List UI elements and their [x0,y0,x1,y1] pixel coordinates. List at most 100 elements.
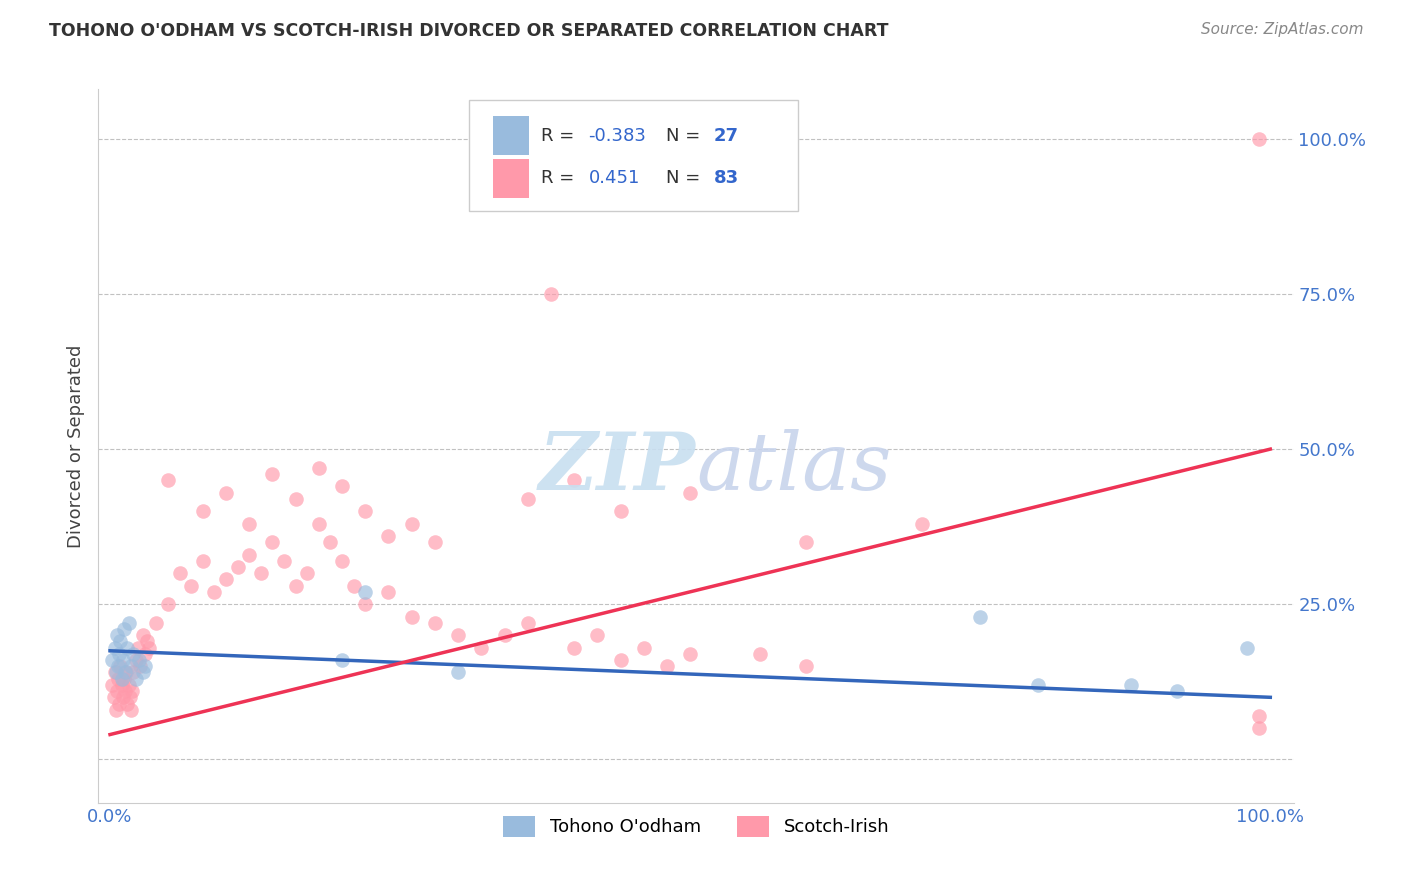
Point [308,516,330,531]
Point [447,665,470,680]
Point [112,622,135,636]
Point [127,640,149,655]
Point [343,579,366,593]
Point [319,535,342,549]
Point [122,665,145,680]
Point [679,485,702,500]
Point [114,684,136,698]
Point [1247,132,1270,146]
Point [1026,678,1049,692]
Point [516,615,538,630]
Point [447,628,470,642]
Point [115,665,138,680]
Point [609,653,631,667]
Point [104,665,127,680]
Point [107,672,129,686]
Text: ZIP: ZIP [538,429,696,506]
Point [118,690,141,705]
Point [911,516,934,531]
Text: atlas: atlas [696,429,891,506]
Point [104,665,127,680]
Y-axis label: Divorced or Separated: Divorced or Separated [66,344,84,548]
Point [124,653,146,667]
Text: TOHONO O'ODHAM VS SCOTCH-IRISH DIVORCED OR SEPARATED CORRELATION CHART: TOHONO O'ODHAM VS SCOTCH-IRISH DIVORCED … [49,22,889,40]
Point [110,659,132,673]
Point [101,653,124,667]
Point [377,529,399,543]
Point [250,566,273,581]
Point [121,684,143,698]
Text: 83: 83 [714,169,740,187]
Point [273,554,295,568]
Point [120,659,142,673]
Point [423,535,446,549]
Point [238,516,260,531]
FancyBboxPatch shape [494,159,529,198]
Point [103,690,125,705]
Point [330,653,353,667]
Point [679,647,702,661]
Point [131,665,153,680]
Point [633,640,655,655]
Legend: Tohono O'odham, Scotch-Irish: Tohono O'odham, Scotch-Irish [495,808,897,844]
Text: Source: ZipAtlas.com: Source: ZipAtlas.com [1201,22,1364,37]
Point [354,597,377,611]
Point [105,628,128,642]
Point [111,672,134,686]
Point [470,640,492,655]
Point [108,647,131,661]
Point [655,659,678,673]
Point [330,479,353,493]
FancyBboxPatch shape [494,116,529,155]
Point [117,615,139,630]
Point [284,491,307,506]
Point [562,473,585,487]
Text: 27: 27 [714,127,740,145]
Point [297,566,319,581]
Point [112,672,135,686]
Point [117,697,139,711]
Point [494,628,516,642]
Point [204,584,226,599]
Point [401,516,423,531]
Point [226,560,249,574]
Point [1236,640,1258,655]
Point [377,584,399,599]
Point [794,535,817,549]
Point [238,548,260,562]
Point [354,504,377,518]
Point [586,628,609,642]
Point [1247,709,1270,723]
Point [108,697,131,711]
Point [215,485,238,500]
Point [516,491,538,506]
Point [111,678,134,692]
Text: N =: N = [666,169,706,187]
Point [111,690,134,705]
Point [609,504,631,518]
FancyBboxPatch shape [470,100,797,211]
Point [117,640,139,655]
Point [129,659,152,673]
Point [128,653,150,667]
Point [401,609,423,624]
Point [114,665,136,680]
Text: 0.451: 0.451 [589,169,640,187]
Point [122,647,145,661]
Point [111,653,134,667]
Point [330,554,353,568]
Point [157,597,180,611]
Point [110,634,132,648]
Point [262,535,284,549]
Point [540,287,562,301]
Point [107,659,129,673]
Point [1119,678,1142,692]
Point [104,703,127,717]
Point [138,640,160,655]
Point [284,579,307,593]
Point [145,615,167,630]
Point [157,473,180,487]
Point [423,615,446,630]
Text: R =: R = [541,169,585,187]
Point [794,659,817,673]
